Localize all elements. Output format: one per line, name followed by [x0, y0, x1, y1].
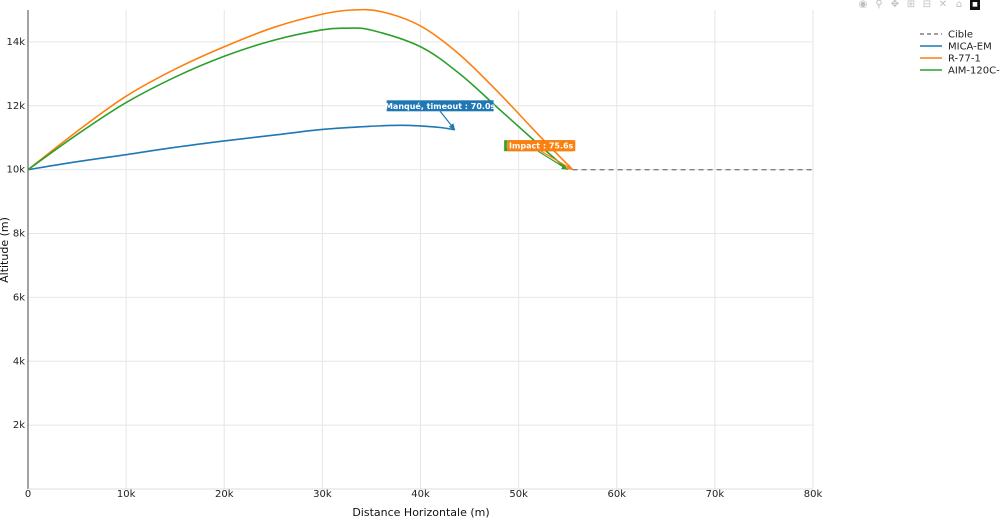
legend-label: R-77-1 — [948, 54, 981, 65]
x-tick-label: 60k — [607, 489, 626, 500]
y-axis-title: Altitude (m) — [0, 217, 11, 283]
series-line-mica-em — [27, 124, 455, 171]
legend-label: Cible — [948, 30, 973, 41]
y-tick-label: 8k — [13, 229, 25, 240]
y-tick-label: 4k — [13, 356, 25, 367]
x-tick-label: 50k — [509, 489, 528, 500]
y-tick-label: 10k — [6, 165, 25, 176]
annotation-box — [507, 140, 576, 152]
annotation-arrow — [537, 150, 569, 171]
annotation-label: Manqué, timeout : 70.0s — [385, 101, 496, 111]
x-axis-title: Distance Horizontale (m) — [352, 506, 489, 519]
x-tick-label: 70k — [706, 489, 725, 500]
axes: 0 10k 20k 30k 40k 50k 60k 70k 80k 2k 4k 6k 8k 10k 12k 1… — [6, 10, 822, 500]
annotation-label: Impact : 75.6s — [509, 142, 574, 151]
x-tick-label: 30k — [313, 489, 332, 500]
y-tick-label: 14k — [6, 37, 25, 48]
x-tick-label: 0 — [25, 489, 31, 500]
legend-label: MICA-EM — [948, 42, 992, 53]
y-tick-label: 6k — [13, 292, 25, 303]
plotly-logo[interactable]: ■ — [970, 0, 980, 10]
zoom-out-icon[interactable]: ⊟ — [922, 0, 932, 10]
zoom-icon[interactable]: ⚲ — [875, 0, 883, 10]
series-line-r-77-1 — [27, 8, 574, 171]
x-tick-label: 10k — [117, 489, 136, 500]
camera-icon[interactable]: ◉ — [858, 0, 868, 10]
x-tick-label: 40k — [411, 489, 430, 500]
modebar: ◉ ⚲ ✥ ⊞ ⊟ ✕ ⌂ ■ — [858, 0, 980, 10]
grid-lines — [28, 10, 814, 489]
legend-label: AIM-120C-5 — [948, 66, 1000, 77]
annotation-arrow — [439, 110, 456, 131]
home-icon[interactable]: ⌂ — [955, 0, 963, 10]
pan-icon[interactable]: ✥ — [890, 0, 900, 10]
annotation-box — [386, 100, 494, 112]
series-line-aim-120c-5 — [27, 27, 569, 171]
x-tick-label: 80k — [804, 489, 823, 500]
annotation-arrow — [540, 150, 573, 171]
y-tick-label: 12k — [6, 101, 25, 112]
x-tick-label: 20k — [215, 489, 234, 500]
zoom-in-icon[interactable]: ⊞ — [906, 0, 916, 10]
autoscale-icon[interactable]: ✕ — [938, 0, 948, 10]
series-lines — [27, 8, 813, 171]
y-tick-label: 2k — [13, 420, 25, 431]
